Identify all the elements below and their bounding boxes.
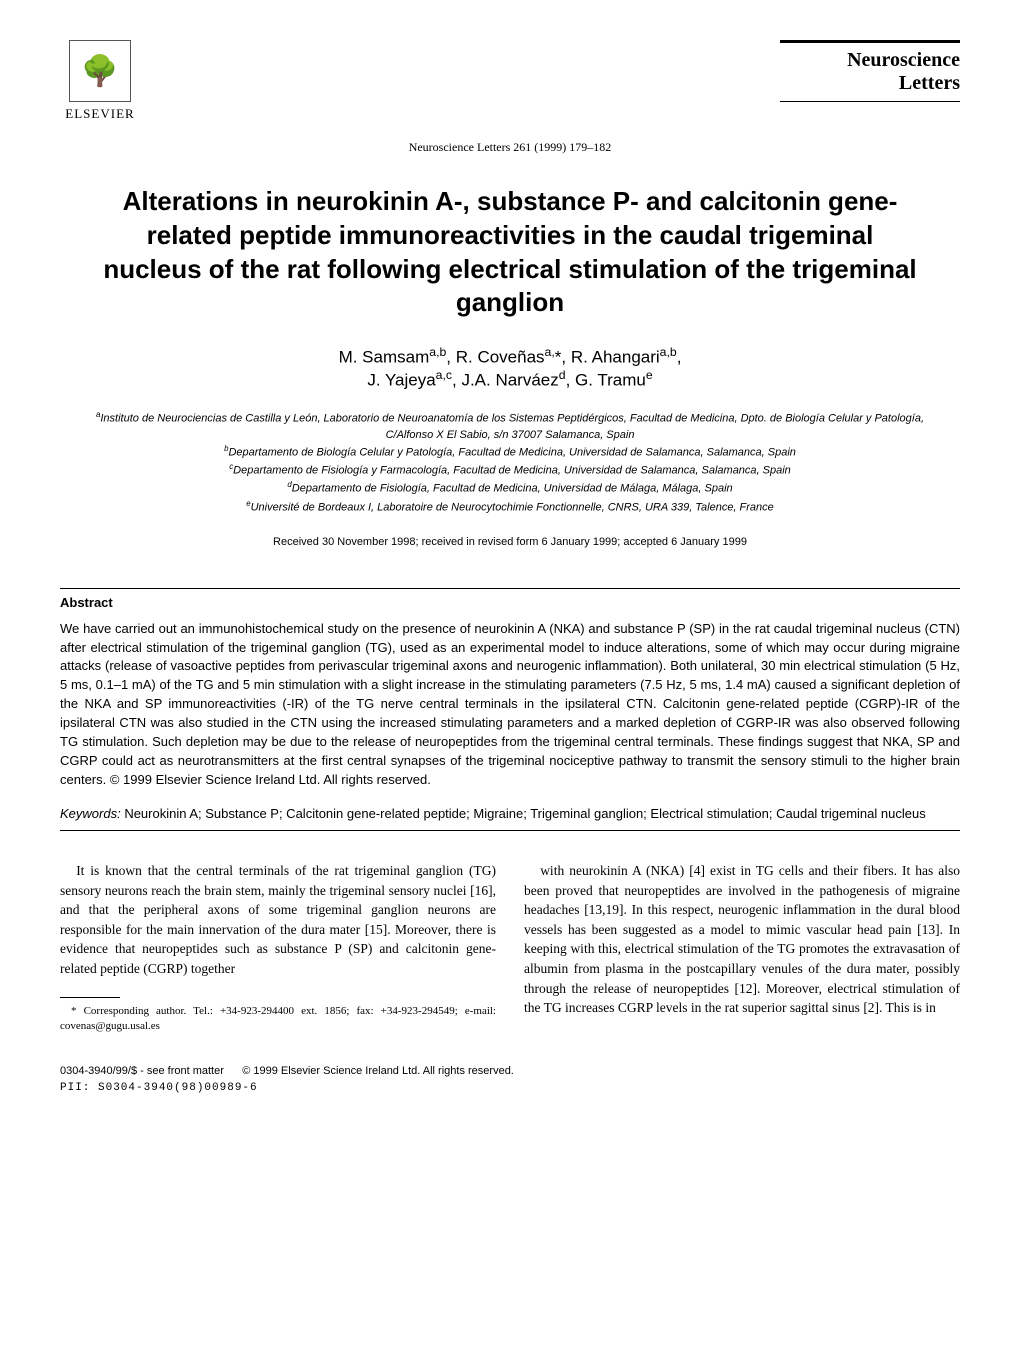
abstract-text: We have carried out an immunohistochemic… — [60, 620, 960, 790]
body-column-left: It is known that the central terminals o… — [60, 861, 496, 1034]
publisher-logo: 🌳 ELSEVIER — [60, 40, 140, 130]
journal-name-line1: Neuroscience — [780, 49, 960, 72]
corresponding-author-footnote: * Corresponding author. Tel.: +34-923-29… — [60, 1004, 496, 1035]
received-dates: Received 30 November 1998; received in r… — [60, 536, 960, 548]
article-title: Alterations in neurokinin A-, substance … — [100, 185, 920, 320]
header-row: 🌳 ELSEVIER Neuroscience Letters — [60, 40, 960, 130]
journal-masthead: Neuroscience Letters — [780, 40, 960, 102]
elsevier-tree-icon: 🌳 — [69, 40, 131, 102]
divider-top — [60, 588, 960, 589]
affiliations-block: aInstituto de Neurociencias de Castilla … — [80, 409, 940, 516]
footer-front-matter: 0304-3940/99/$ - see front matter — [60, 1065, 224, 1077]
body-columns: It is known that the central terminals o… — [60, 861, 960, 1034]
keywords-label: Keywords: — [60, 806, 121, 821]
tree-glyph: 🌳 — [81, 54, 118, 89]
publisher-name: ELSEVIER — [65, 106, 134, 122]
page-footer: 0304-3940/99/$ - see front matter © 1999… — [60, 1064, 960, 1096]
body-paragraph-1: It is known that the central terminals o… — [60, 861, 496, 978]
abstract-heading: Abstract — [60, 595, 960, 610]
footer-copyright: © 1999 Elsevier Science Ireland Ltd. All… — [242, 1065, 514, 1077]
authors-list: M. Samsama,b, R. Coveñasa,*, R. Ahangari… — [60, 345, 960, 390]
keywords-text: Neurokinin A; Substance P; Calcitonin ge… — [121, 806, 926, 821]
keywords-line: Keywords: Neurokinin A; Substance P; Cal… — [60, 805, 960, 824]
divider-bottom — [60, 830, 960, 831]
footnote-separator — [60, 997, 120, 998]
journal-name-line2: Letters — [780, 72, 960, 95]
footer-pii: PII: S0304-3940(98)00989-6 — [60, 1082, 258, 1094]
citation-line: Neuroscience Letters 261 (1999) 179–182 — [60, 140, 960, 155]
footer-left: 0304-3940/99/$ - see front matter © 1999… — [60, 1064, 514, 1096]
body-paragraph-2: with neurokinin A (NKA) [4] exist in TG … — [524, 861, 960, 1018]
body-column-right: with neurokinin A (NKA) [4] exist in TG … — [524, 861, 960, 1034]
